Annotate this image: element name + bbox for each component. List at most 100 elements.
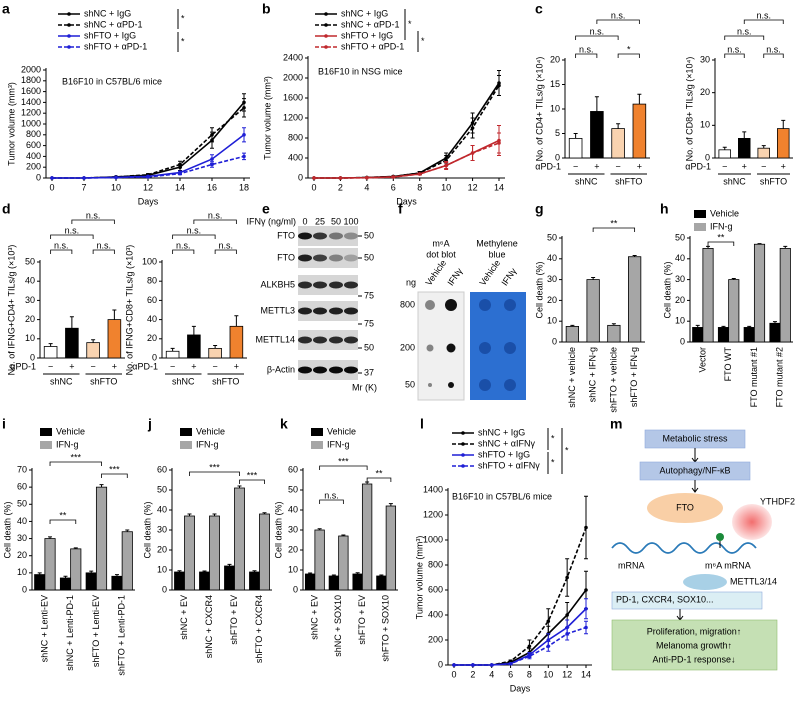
node-label: mRNA xyxy=(618,560,645,570)
significance-label: n.s. xyxy=(579,44,594,54)
bar xyxy=(769,322,781,343)
series-line xyxy=(52,134,245,179)
legend-label: shNC + IgG xyxy=(84,8,131,18)
y-tick-label: 20 xyxy=(700,87,710,97)
arrow xyxy=(691,480,699,493)
significance-label: * xyxy=(408,19,412,29)
legend-marker xyxy=(324,34,328,38)
y-tick-label: 1600 xyxy=(283,92,303,102)
error-bar xyxy=(721,325,726,328)
x-tick-label: 8 xyxy=(417,182,422,192)
series-line xyxy=(314,139,500,179)
bar xyxy=(184,515,195,591)
bar xyxy=(568,137,583,159)
error-bar xyxy=(112,309,117,320)
legend-marker xyxy=(461,453,465,457)
y-tick-label: 30 xyxy=(17,533,27,543)
blot-band xyxy=(329,281,343,289)
error-bar xyxy=(227,563,232,566)
x-tick-label: 14 xyxy=(581,669,591,679)
blot-band xyxy=(298,336,312,344)
significance-bracket xyxy=(239,479,265,484)
y-tick-label: 200 xyxy=(428,634,443,644)
dot xyxy=(448,382,454,388)
blot-band xyxy=(329,366,343,374)
marker-label: 50 xyxy=(364,342,374,352)
node-label: METTL3/14 xyxy=(730,576,777,586)
arrow xyxy=(676,609,684,621)
dot xyxy=(504,299,516,311)
significance-bracket xyxy=(49,461,102,466)
error-bar xyxy=(48,536,53,539)
x-tick-label: shFTO + Lenti-EV xyxy=(91,595,101,667)
legend-label: shFTO + IgG xyxy=(478,449,530,459)
blot-band xyxy=(298,366,312,374)
blot-band xyxy=(344,281,358,289)
x-tick-label: 4 xyxy=(364,182,369,192)
panel-letter: i xyxy=(2,416,6,432)
significance-label: ** xyxy=(375,468,383,478)
y-tick-label: 50 xyxy=(675,232,685,242)
legend-marker xyxy=(324,23,328,27)
legend-label: Vehicle xyxy=(56,426,85,436)
error-bar xyxy=(616,123,621,129)
significance-label: * xyxy=(181,13,185,23)
significance-bracket xyxy=(707,241,735,246)
y-tick-label: 30 xyxy=(547,274,557,284)
bar xyxy=(209,515,220,591)
blot-band xyxy=(329,307,343,315)
dot-membrane xyxy=(417,291,465,401)
marker-label: 50 xyxy=(364,230,374,240)
y-tick-label: 60 xyxy=(147,295,157,305)
node-label: Anti-PD-1 response↓ xyxy=(652,654,735,664)
bar xyxy=(95,486,108,591)
y-tick-label: 5 xyxy=(555,128,560,138)
node-label: Melanoma growth↑ xyxy=(656,640,732,650)
error-bar xyxy=(632,254,637,257)
x-tick-label: 14 xyxy=(175,182,185,192)
bar xyxy=(107,319,122,359)
y-tick-label: 400 xyxy=(26,151,41,161)
node-label: Proliferation, migration↑ xyxy=(647,626,742,636)
dot xyxy=(428,383,432,387)
x-tick-label: + xyxy=(594,161,599,171)
x-tick-label: 2 xyxy=(338,182,343,192)
x-tick-label: 0 xyxy=(451,669,456,679)
error-bar xyxy=(706,245,711,249)
blot-band xyxy=(344,307,358,315)
treatment-label: IFNγ (ng/ml) xyxy=(247,216,297,226)
error-bar xyxy=(594,96,599,112)
bar xyxy=(753,243,766,343)
amount-value: 200 xyxy=(400,342,415,352)
dose-label: 0 xyxy=(302,216,307,226)
y-tick-label: 0 xyxy=(705,152,710,162)
error-bar xyxy=(187,513,192,516)
error-bar xyxy=(125,529,130,532)
y-tick-label: 20 xyxy=(288,544,298,554)
blot-band xyxy=(313,281,327,289)
group-label: shFTO xyxy=(212,376,239,386)
x-tick-label: FTO mutant #1 xyxy=(749,347,759,407)
y-tick-label: 400 xyxy=(428,609,443,619)
y-tick-label: 20 xyxy=(17,550,27,560)
point xyxy=(489,663,494,667)
bar xyxy=(338,535,349,591)
bar xyxy=(229,325,244,359)
x-tick-label: + xyxy=(112,361,117,371)
x-tick-label: − xyxy=(615,161,620,171)
legend-swatch xyxy=(40,441,52,449)
x-tick-label: shFTO + EV xyxy=(357,595,367,645)
significance-label: ** xyxy=(717,232,725,242)
mettl-shape xyxy=(683,574,727,590)
x-tick-label: shNC + vehicle xyxy=(567,347,577,408)
panel-letter: d xyxy=(2,201,11,217)
error-bar xyxy=(772,321,777,324)
significance-bracket xyxy=(319,499,344,504)
significance-bracket xyxy=(189,471,240,476)
error-bar xyxy=(331,574,336,576)
x-tick-label: + xyxy=(781,161,786,171)
y-tick-label: 60 xyxy=(17,482,27,492)
bar xyxy=(111,575,123,591)
error-bar xyxy=(570,324,575,327)
bar xyxy=(607,324,621,343)
